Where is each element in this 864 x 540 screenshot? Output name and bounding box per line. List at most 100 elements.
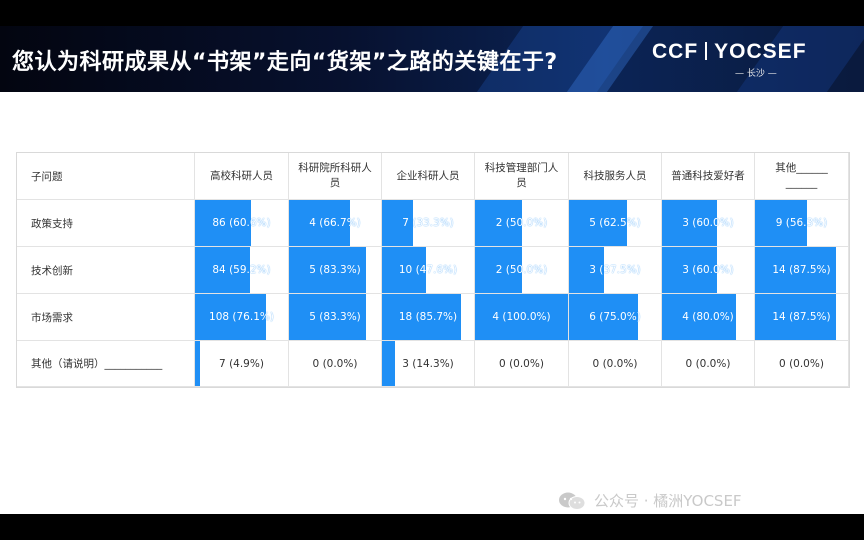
cell-value: 4 (66.7%) [309,217,361,229]
cell-value: 5 (62.5%) [589,217,641,229]
table-cell: 2 (50.0%) [475,200,569,247]
cell-value: 108 (76.1%) [209,311,274,323]
cell-value: 9 (56.3%) [775,217,828,229]
logo-city-label: — 长沙 — [735,69,777,79]
letterbox-top [0,0,864,26]
cell-value: 14 (87.5%) [772,264,831,276]
table-cell: 3 (60.0%) [662,200,755,247]
table-cell: 108 (76.1%) [195,294,289,341]
cell-value: 4 (80.0%) [682,311,734,323]
slide-title: 您认为科研成果从“书架”走向“货架”之路的关键在于? [12,50,558,75]
percent-bar [382,341,396,386]
cell-value: 0 (0.0%) [592,357,638,370]
column-header: 其他______ ______ [755,153,849,200]
cell-value: 10 (47.6%) [398,264,458,276]
ccf-yocsef-logo: CCF YOCSEF [652,40,807,64]
cell-value: 2 (50.0%) [495,264,548,276]
table-cell: 18 (85.7%) [382,294,475,341]
table-cell: 84 (59.2%) [195,247,289,294]
column-header: 科研院所科研人员 [289,153,382,200]
table-cell: 4 (80.0%) [662,294,755,341]
percent-bar [195,341,200,386]
percent-bar [289,294,366,340]
row-label: 政策支持 [17,200,195,247]
percent-bar [289,200,351,246]
table-cell: 0 (0.0%) [475,341,569,387]
letterbox-bottom [0,514,864,540]
percent-bar [662,294,736,340]
watermark-text: 公众号 · 橘洲YOCSEF [594,492,742,510]
column-header: 科技管理部门人员 [475,153,569,200]
table-cell: 7 (33.3%) [382,200,475,247]
cell-value: 7 (33.3%) [402,217,454,229]
table-cell: 6 (75.0%) [569,294,662,341]
cell-value: 0 (0.0%) [685,357,731,370]
percent-bar [569,200,627,246]
cell-value: 0 (0.0%) [499,357,544,370]
table-cell: 4 (100.0%) [475,294,569,341]
row-label: 其他（请说明）___________ [17,341,195,387]
percent-bar [475,200,522,246]
percent-bar [382,200,413,246]
table-cell: 4 (66.7%) [289,200,382,247]
cell-value: 7 (4.9%) [219,357,264,370]
table-cell: 9 (56.3%) [755,200,849,247]
table-cell: 3 (37.5%) [569,247,662,294]
percent-bar [475,247,522,293]
cell-value: 6 (75.0%) [589,311,641,323]
percent-bar [662,200,718,246]
percent-bar [382,294,461,340]
table-cell: 5 (62.5%) [569,200,662,247]
percent-bar [755,200,808,246]
percent-bar [382,247,426,293]
table-cell: 86 (60.6%) [195,200,289,247]
percent-bar [195,200,252,246]
wechat-watermark: 公众号 · 橘洲YOCSEF [558,490,742,511]
logo-yocsef-text: YOCSEF [714,40,807,63]
table-cell: 0 (0.0%) [289,341,382,387]
percent-bar [662,247,718,293]
wechat-icon [559,492,586,510]
cell-value: 14 (87.5%) [772,311,831,323]
corner-header: 子问题 [17,153,195,200]
column-header: 科技服务人员 [569,153,662,200]
cell-value: 5 (83.3%) [309,264,361,276]
table-cell: 14 (87.5%) [755,294,849,341]
table-cell: 10 (47.6%) [382,247,475,294]
title-banner [0,26,864,92]
table-cell: 3 (14.3%) [382,341,475,387]
cell-value: 86 (60.6%) [212,217,271,229]
table-cell: 0 (0.0%) [755,341,849,387]
cell-value: 0 (0.0%) [312,357,358,370]
cell-value: 84 (59.2%) [212,264,271,276]
cell-value: 3 (37.5%) [589,264,641,276]
percent-bar [195,294,266,340]
column-header: 普通科技爱好者 [662,153,755,200]
row-label: 市场需求 [17,294,195,341]
table-cell: 5 (83.3%) [289,247,382,294]
cell-value: 3 (60.0%) [682,264,734,276]
percent-bar [289,247,366,293]
cell-value: 4 (100.0%) [492,311,551,323]
column-header: 高校科研人员 [195,153,289,200]
cell-value: 0 (0.0%) [779,357,824,370]
table-cell: 3 (60.0%) [662,247,755,294]
percent-bar [195,247,251,293]
percent-bar [569,294,638,340]
table-cell: 14 (87.5%) [755,247,849,294]
column-header: 企业科研人员 [382,153,475,200]
cell-value: 18 (85.7%) [398,311,458,323]
cell-value: 3 (14.3%) [402,357,454,370]
cell-value: 5 (83.3%) [309,311,361,323]
table-cell: 7 (4.9%) [195,341,289,387]
logo-ccf-text: CCF [652,40,699,63]
logo-divider [705,42,708,60]
percent-bar [569,247,604,293]
percent-bar [755,294,837,340]
row-label: 技术创新 [17,247,195,294]
cell-value: 3 (60.0%) [682,217,734,229]
percent-bar [475,294,568,340]
percent-bar [755,247,837,293]
table-cell: 0 (0.0%) [662,341,755,387]
